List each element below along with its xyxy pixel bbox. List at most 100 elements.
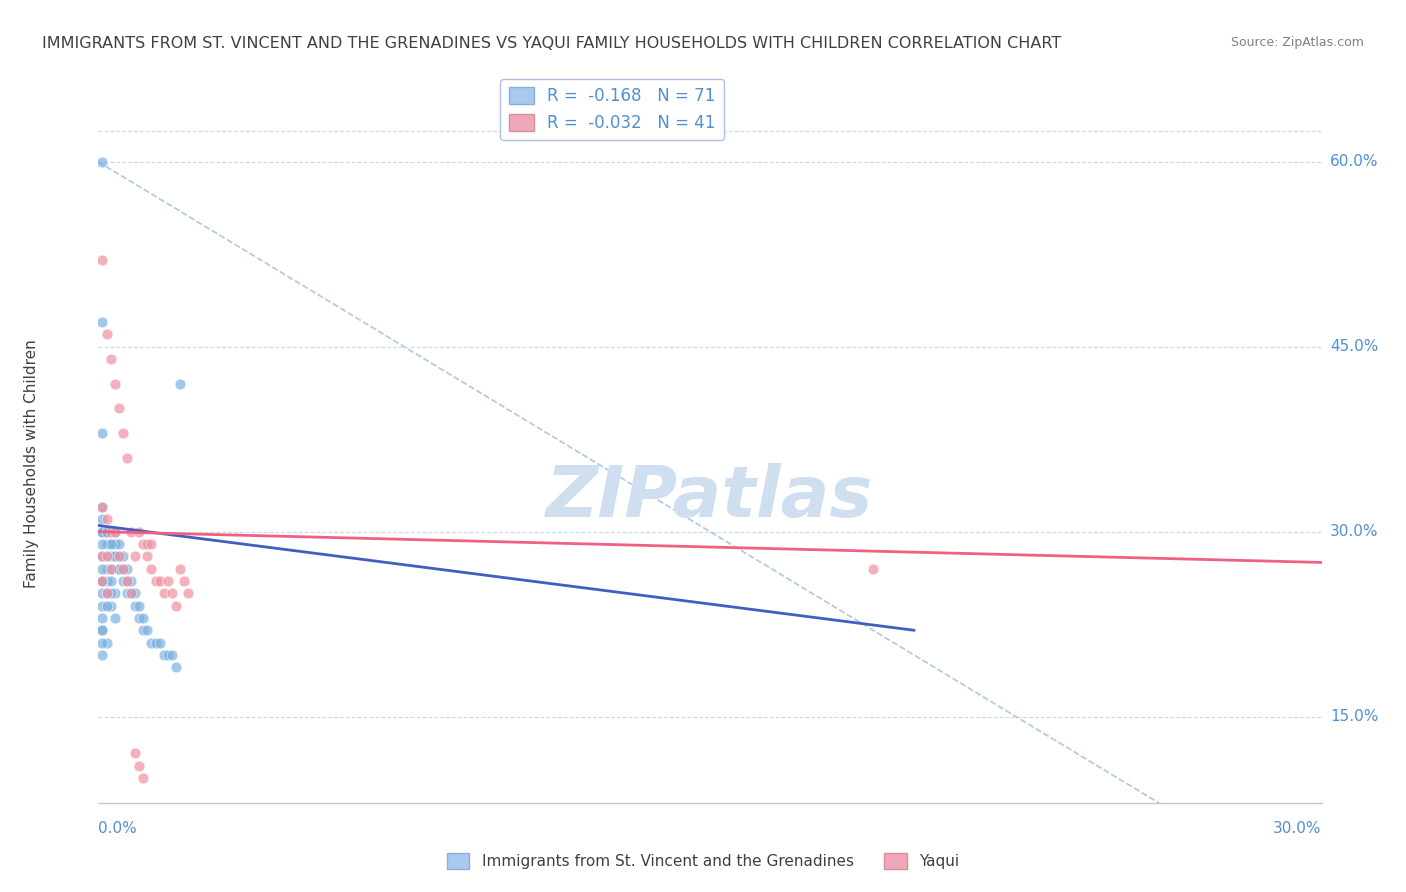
Point bbox=[128, 599, 150, 613]
Point bbox=[91, 549, 114, 564]
Point bbox=[100, 352, 122, 367]
Point bbox=[91, 574, 114, 588]
Point bbox=[128, 759, 150, 773]
Point bbox=[100, 524, 122, 539]
Point bbox=[96, 586, 118, 600]
Point bbox=[96, 574, 118, 588]
Text: Family Households with Children: Family Households with Children bbox=[24, 340, 38, 588]
Point bbox=[108, 549, 131, 564]
Point bbox=[108, 401, 131, 416]
Point bbox=[152, 648, 174, 662]
Point bbox=[96, 524, 118, 539]
Point bbox=[115, 450, 138, 465]
Point bbox=[104, 537, 127, 551]
Point bbox=[91, 315, 114, 329]
Point bbox=[128, 524, 150, 539]
Point bbox=[165, 660, 187, 674]
Point bbox=[104, 376, 127, 391]
Text: ZIPatlas: ZIPatlas bbox=[547, 463, 873, 533]
Point bbox=[104, 611, 127, 625]
Point bbox=[169, 561, 191, 575]
Point bbox=[136, 549, 159, 564]
Legend: Immigrants from St. Vincent and the Grenadines, Yaqui: Immigrants from St. Vincent and the Gren… bbox=[440, 847, 966, 875]
Point bbox=[124, 549, 146, 564]
Point bbox=[100, 574, 122, 588]
Point bbox=[91, 549, 114, 564]
Point bbox=[91, 524, 114, 539]
Point bbox=[96, 586, 118, 600]
Point bbox=[115, 586, 138, 600]
Point bbox=[91, 648, 114, 662]
Point bbox=[108, 561, 131, 575]
Point bbox=[111, 574, 134, 588]
Point bbox=[100, 561, 122, 575]
Point bbox=[104, 586, 127, 600]
Point bbox=[104, 549, 127, 564]
Point bbox=[177, 586, 200, 600]
Point bbox=[91, 586, 114, 600]
Point bbox=[96, 524, 118, 539]
Text: IMMIGRANTS FROM ST. VINCENT AND THE GRENADINES VS YAQUI FAMILY HOUSEHOLDS WITH C: IMMIGRANTS FROM ST. VINCENT AND THE GREN… bbox=[42, 36, 1062, 51]
Point bbox=[111, 549, 134, 564]
Text: Source: ZipAtlas.com: Source: ZipAtlas.com bbox=[1230, 36, 1364, 49]
Point bbox=[149, 635, 172, 649]
Point bbox=[145, 635, 167, 649]
Point bbox=[96, 586, 118, 600]
Point bbox=[91, 599, 114, 613]
Point bbox=[115, 561, 138, 575]
Text: 45.0%: 45.0% bbox=[1330, 339, 1378, 354]
Point bbox=[141, 561, 163, 575]
Point bbox=[91, 154, 114, 169]
Point bbox=[96, 549, 118, 564]
Point bbox=[96, 537, 118, 551]
Point bbox=[132, 537, 155, 551]
Text: 0.0%: 0.0% bbox=[98, 822, 138, 837]
Point bbox=[96, 549, 118, 564]
Point bbox=[152, 586, 174, 600]
Point bbox=[91, 624, 114, 638]
Point bbox=[100, 549, 122, 564]
Point bbox=[91, 512, 114, 526]
Point bbox=[132, 624, 155, 638]
Point bbox=[136, 537, 159, 551]
Point bbox=[91, 635, 114, 649]
Point bbox=[100, 561, 122, 575]
Point bbox=[104, 524, 127, 539]
Point bbox=[108, 561, 131, 575]
Point bbox=[100, 537, 122, 551]
Point bbox=[145, 574, 167, 588]
Point bbox=[132, 771, 155, 785]
Point bbox=[149, 574, 172, 588]
Point bbox=[91, 524, 114, 539]
Point bbox=[141, 635, 163, 649]
Point bbox=[111, 425, 134, 440]
Point bbox=[120, 574, 142, 588]
Point bbox=[91, 253, 114, 268]
Point bbox=[173, 574, 195, 588]
Point bbox=[91, 611, 114, 625]
Point bbox=[115, 574, 138, 588]
Text: 15.0%: 15.0% bbox=[1330, 709, 1378, 724]
Point bbox=[124, 599, 146, 613]
Point bbox=[100, 524, 122, 539]
Point bbox=[96, 512, 118, 526]
Text: 60.0%: 60.0% bbox=[1330, 154, 1378, 169]
Point bbox=[96, 561, 118, 575]
Point bbox=[111, 561, 134, 575]
Point bbox=[111, 561, 134, 575]
Point bbox=[136, 624, 159, 638]
Point bbox=[120, 586, 142, 600]
Point bbox=[91, 574, 114, 588]
Point bbox=[96, 524, 118, 539]
Point bbox=[100, 599, 122, 613]
Point bbox=[104, 549, 127, 564]
Point bbox=[160, 586, 183, 600]
Point bbox=[100, 537, 122, 551]
Point bbox=[91, 624, 114, 638]
Point bbox=[108, 537, 131, 551]
Point bbox=[132, 611, 155, 625]
Point bbox=[108, 549, 131, 564]
Point bbox=[128, 611, 150, 625]
Text: 30.0%: 30.0% bbox=[1274, 822, 1322, 837]
Point bbox=[91, 574, 114, 588]
